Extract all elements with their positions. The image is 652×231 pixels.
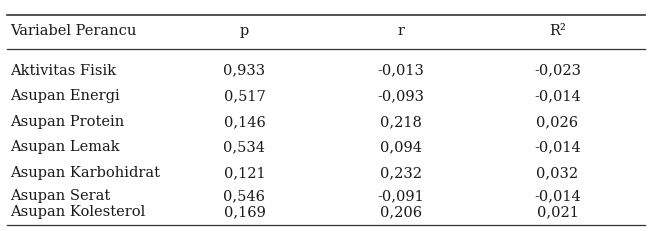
Text: R²: R² — [549, 24, 566, 38]
Text: Asupan Karbohidrat: Asupan Karbohidrat — [10, 165, 160, 179]
Text: 0,146: 0,146 — [224, 114, 265, 128]
Text: Asupan Kolesterol: Asupan Kolesterol — [10, 204, 145, 218]
Text: 0,517: 0,517 — [224, 89, 265, 103]
Text: 0,534: 0,534 — [224, 140, 265, 154]
Text: -0,014: -0,014 — [534, 188, 581, 202]
Text: Aktivitas Fisik: Aktivitas Fisik — [10, 64, 116, 77]
Text: p: p — [240, 24, 249, 38]
Text: Variabel Perancu: Variabel Perancu — [10, 24, 136, 38]
Text: 0,546: 0,546 — [224, 188, 265, 202]
Text: -0,093: -0,093 — [378, 89, 424, 103]
Text: Asupan Serat: Asupan Serat — [10, 188, 110, 202]
Text: Asupan Energi: Asupan Energi — [10, 89, 119, 103]
Text: 0,026: 0,026 — [537, 114, 578, 128]
Text: 0,933: 0,933 — [224, 64, 265, 77]
Text: Asupan Protein: Asupan Protein — [10, 114, 124, 128]
Text: 0,094: 0,094 — [380, 140, 422, 154]
Text: 0,121: 0,121 — [224, 165, 265, 179]
Text: 0,032: 0,032 — [537, 165, 578, 179]
Text: 0,218: 0,218 — [380, 114, 422, 128]
Text: 0,169: 0,169 — [224, 204, 265, 218]
Text: 0,021: 0,021 — [537, 204, 578, 218]
Text: -0,014: -0,014 — [534, 140, 581, 154]
Text: 0,206: 0,206 — [380, 204, 422, 218]
Text: 0,232: 0,232 — [380, 165, 422, 179]
Text: -0,023: -0,023 — [534, 64, 581, 77]
Text: -0,014: -0,014 — [534, 89, 581, 103]
Text: r: r — [398, 24, 404, 38]
Text: Asupan Lemak: Asupan Lemak — [10, 140, 119, 154]
Text: -0,091: -0,091 — [378, 188, 424, 202]
Text: -0,013: -0,013 — [378, 64, 424, 77]
